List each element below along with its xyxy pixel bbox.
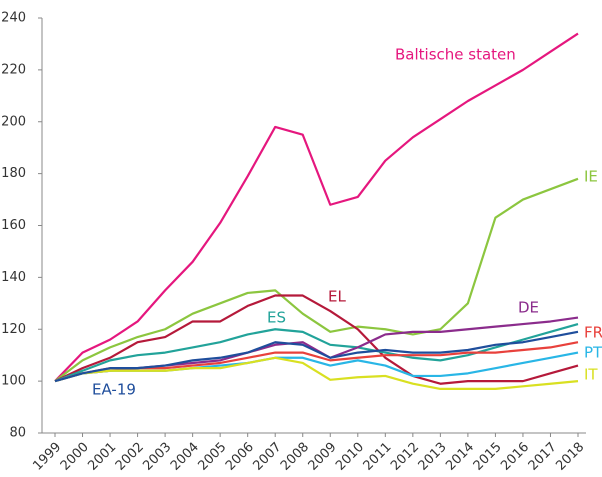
series-line [54,32,579,382]
series-label: ES [267,309,286,327]
x-tick-label: 2008 [278,440,312,474]
series-line [54,356,579,391]
y-tick-label: 180 [1,166,26,181]
series-label: EA-19 [92,381,136,399]
y-tick-label: 140 [1,270,26,285]
x-tick-label: 2013 [416,440,450,474]
x-tick-label: 2017 [526,440,560,474]
x-tick-label: 2001 [85,440,119,474]
x-tick-label: 2014 [443,440,477,474]
x-tick-label: 2016 [498,440,532,474]
series-label: IE [584,168,598,186]
x-tick-label: 2009 [306,440,340,474]
series-label: DE [518,299,539,317]
series-label: PT [584,344,602,362]
x-tick-label: 1999 [30,440,64,474]
y-tick-label: 240 [1,11,26,26]
x-tick-label: 2004 [168,440,202,474]
x-tick-label: 2011 [361,440,395,474]
y-tick-label: 160 [1,218,26,233]
x-tick-label: 2018 [553,440,587,474]
series-label: Baltische staten [395,46,516,64]
x-tick-label: 2010 [333,440,367,474]
y-tick-label: 80 [9,426,26,441]
y-tick-label: 220 [1,62,26,77]
series-line [54,330,579,383]
x-tick-label: 2000 [58,440,92,474]
x-tick-label: 2006 [223,440,257,474]
x-tick-label: 2012 [388,440,422,474]
x-tick-label: 2007 [251,440,285,474]
series-label: FR [584,324,602,342]
y-tick-label: 120 [1,322,26,337]
series-line [54,177,579,383]
x-tick-label: 2005 [195,440,229,474]
y-tick-label: 100 [1,374,26,389]
x-tick-label: 2015 [471,440,505,474]
series-label: EL [328,288,346,306]
x-tick-label: 2003 [140,440,174,474]
series-line [54,323,579,383]
series-line [54,294,579,385]
y-tick-label: 200 [1,114,26,129]
x-tick-label: 2002 [113,440,147,474]
series-label: IT [584,366,598,384]
